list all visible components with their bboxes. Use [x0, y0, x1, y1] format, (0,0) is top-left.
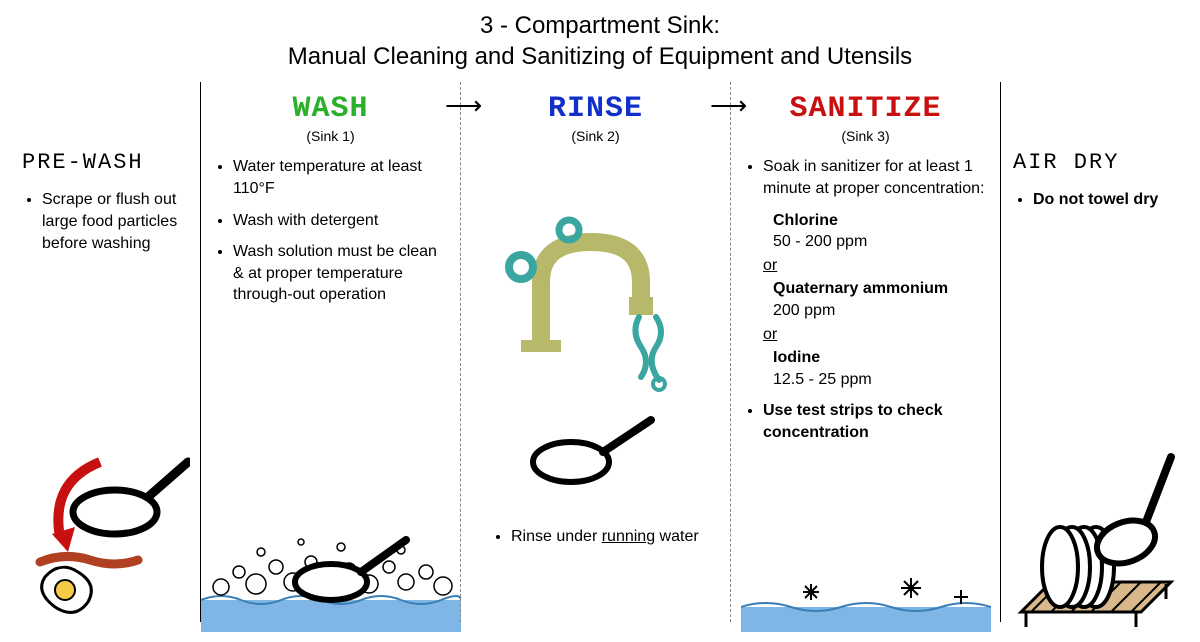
column-sanitize: SANITIZE (Sink 3) Soak in sanitizer for …	[730, 82, 1000, 622]
prewash-illustration	[20, 442, 190, 642]
wash-bullet-1: Water temperature at least 110°F	[233, 156, 448, 199]
sanitize-sub: (Sink 3)	[743, 128, 988, 144]
wash-sub: (Sink 1)	[213, 128, 448, 144]
rinse-bullet-1: Rinse under running water	[511, 527, 701, 548]
rinse-faucet-icon	[501, 212, 691, 392]
airdry-illustration	[1006, 422, 1186, 642]
rinse-header: RINSE	[473, 92, 718, 126]
sanitize-bullet-intro: Soak in sanitizer for at least 1 minute …	[763, 156, 988, 199]
chem-quat-label: Quaternary ammonium	[773, 278, 988, 300]
sanitize-header: SANITIZE	[743, 92, 988, 126]
rinse-pan-icon	[521, 412, 661, 492]
chem-iodine-label: Iodine	[773, 347, 988, 369]
sanitize-or-2: or	[763, 324, 988, 346]
prewash-bullets: Scrape or flush out large food particles…	[22, 189, 188, 254]
wash-illustration	[201, 492, 461, 632]
column-airdry: AIR DRY Do not towel dry	[1000, 82, 1190, 622]
sanitize-bullets: Soak in sanitizer for at least 1 minute …	[743, 156, 988, 199]
sanitize-chemicals: Chlorine 50 - 200 ppm or Quaternary ammo…	[763, 210, 988, 391]
page-title: 3 - Compartment Sink: Manual Cleaning an…	[0, 0, 1200, 72]
sanitize-bullets-2: Use test strips to check concentration	[743, 400, 988, 443]
rinse-sub: (Sink 2)	[473, 128, 718, 144]
airdry-bullet-1: Do not towel dry	[1033, 189, 1178, 211]
column-wash: WASH (Sink 1) Water temperature at least…	[200, 82, 460, 622]
column-rinse: RINSE (Sink 2) Rinse under running water	[460, 82, 730, 622]
chem-iodine-val: 12.5 - 25 ppm	[773, 369, 988, 391]
sanitize-bullet-test: Use test strips to check concentration	[763, 400, 988, 443]
sanitize-water-illustration	[741, 572, 991, 632]
wash-bullets: Water temperature at least 110°F Wash wi…	[213, 156, 448, 306]
chem-chlorine-label: Chlorine	[773, 210, 988, 232]
sanitize-or-1: or	[763, 255, 988, 277]
column-prewash: PRE-WASH Scrape or flush out large food …	[10, 82, 200, 622]
title-line-1: 3 - Compartment Sink:	[0, 10, 1200, 41]
chem-quat-val: 200 ppm	[773, 300, 988, 322]
wash-bullet-3: Wash solution must be clean & at proper …	[233, 241, 448, 306]
wash-header: WASH	[213, 92, 448, 126]
rinse-bullets: Rinse under running water	[491, 527, 701, 548]
prewash-header: PRE-WASH	[22, 150, 188, 175]
airdry-header: AIR DRY	[1013, 150, 1178, 175]
columns-container: ⟶ ⟶ PRE-WASH Scrape or flush out large f…	[0, 82, 1200, 622]
airdry-bullets: Do not towel dry	[1013, 189, 1178, 211]
wash-bullet-2: Wash with detergent	[233, 210, 448, 232]
title-line-2: Manual Cleaning and Sanitizing of Equipm…	[0, 41, 1200, 72]
chem-chlorine-val: 50 - 200 ppm	[773, 231, 988, 253]
prewash-bullet-1: Scrape or flush out large food particles…	[42, 189, 188, 254]
